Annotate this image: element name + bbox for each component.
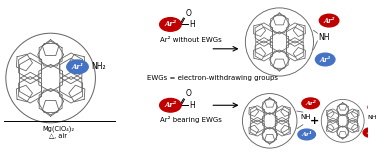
Text: Ar²: Ar² xyxy=(323,17,335,24)
Text: Ar² without EWGs: Ar² without EWGs xyxy=(160,37,222,43)
Text: Ar²: Ar² xyxy=(371,105,378,110)
Text: Ar²: Ar² xyxy=(164,101,177,109)
Ellipse shape xyxy=(160,98,181,112)
Text: Ar²: Ar² xyxy=(366,130,376,135)
Text: NH: NH xyxy=(301,114,311,120)
Ellipse shape xyxy=(319,14,339,27)
Circle shape xyxy=(321,99,364,142)
Ellipse shape xyxy=(302,98,319,109)
Ellipse shape xyxy=(368,102,378,112)
Ellipse shape xyxy=(363,128,378,137)
Text: NH: NH xyxy=(318,33,330,42)
Text: EWGs = electron-withdrawing groups: EWGs = electron-withdrawing groups xyxy=(147,75,278,81)
Circle shape xyxy=(245,8,313,76)
Text: O: O xyxy=(186,9,191,18)
Text: Ar² bearing EWGs: Ar² bearing EWGs xyxy=(160,116,222,123)
Text: +: + xyxy=(310,116,319,126)
Ellipse shape xyxy=(298,129,316,140)
Text: H: H xyxy=(189,101,195,110)
Circle shape xyxy=(242,94,297,148)
Text: Ar²: Ar² xyxy=(305,101,316,106)
Text: H: H xyxy=(189,20,195,29)
Ellipse shape xyxy=(160,18,181,31)
Text: NH: NH xyxy=(367,115,376,120)
Ellipse shape xyxy=(67,60,88,74)
Text: Ar¹: Ar¹ xyxy=(319,56,331,63)
Text: Mg(ClO₄)₂: Mg(ClO₄)₂ xyxy=(42,126,74,132)
Ellipse shape xyxy=(316,53,335,66)
Text: NH₂: NH₂ xyxy=(91,62,106,71)
Text: △, air: △, air xyxy=(50,133,67,139)
Circle shape xyxy=(6,33,95,123)
Text: Ar¹: Ar¹ xyxy=(71,63,84,71)
Text: O: O xyxy=(186,89,191,98)
Text: Ar²: Ar² xyxy=(164,20,177,28)
Text: Ar¹: Ar¹ xyxy=(301,132,312,137)
